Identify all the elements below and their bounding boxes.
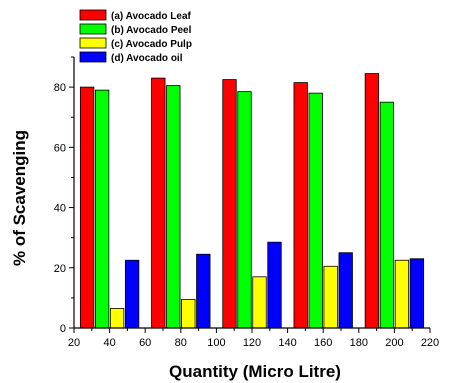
bar-b-avocado-peel-200	[379, 101, 395, 329]
legend-label-3: (d) Avocado oil	[111, 53, 183, 64]
x-tick-label-20: 20	[68, 337, 80, 349]
x-axis-title: Quantity (Micro Litre)	[169, 362, 341, 381]
legend-swatch-3	[79, 51, 107, 63]
x-tick-label-120: 120	[243, 337, 261, 349]
bar-d-avocado-oil-80	[196, 253, 211, 329]
legend-swatch-1	[79, 23, 107, 35]
y-tick-label-0: 0	[60, 323, 66, 335]
bar-c-avocado-pulp-120	[252, 276, 267, 329]
y-tick-label-40: 40	[54, 203, 66, 215]
y-tick-label-20: 20	[54, 263, 66, 275]
bar-a-avocado-leaf-40	[79, 86, 95, 329]
x-tick-label-160: 160	[314, 337, 332, 349]
x-tick-label-140: 140	[278, 337, 296, 349]
bar-c-avocado-pulp-40	[109, 308, 125, 329]
bars-layer	[79, 73, 425, 329]
x-tick-label-60: 60	[139, 337, 151, 349]
bar-c-avocado-pulp-80	[181, 298, 196, 329]
x-tick-label-40: 40	[103, 337, 115, 349]
bar-a-avocado-leaf-80	[151, 77, 166, 329]
bar-a-avocado-leaf-200	[364, 73, 380, 329]
x-tick-label-200: 200	[385, 337, 403, 349]
bar-d-avocado-oil-120	[267, 241, 282, 329]
x-tick-label-180: 180	[350, 337, 368, 349]
bar-b-avocado-peel-160	[308, 92, 323, 329]
y-tick-label-60: 60	[54, 142, 66, 154]
bar-b-avocado-peel-80	[166, 85, 181, 329]
bar-b-avocado-peel-120	[237, 91, 252, 329]
x-tick-label-80: 80	[175, 337, 187, 349]
y-axis-title: % of Scavenging	[10, 130, 29, 266]
legend-label-2: (c) Avocado Pulp	[111, 39, 192, 50]
legend: (a) Avocado Leaf (b) Avocado Peel (c) Avoc…	[79, 9, 192, 64]
bar-b-avocado-peel-40	[94, 89, 110, 329]
bar-c-avocado-pulp-200	[394, 259, 410, 329]
bar-d-avocado-oil-200	[409, 258, 425, 329]
y-tick-label-80: 80	[54, 82, 66, 94]
bar-d-avocado-oil-160	[338, 252, 353, 329]
legend-label-0: (a) Avocado Leaf	[111, 11, 191, 22]
legend-label-1: (b) Avocado Peel	[111, 25, 192, 36]
bar-c-avocado-pulp-160	[323, 265, 338, 329]
x-tick-label-220: 220	[421, 337, 439, 349]
bar-a-avocado-leaf-120	[222, 79, 237, 329]
x-tick-label-100: 100	[207, 337, 225, 349]
bar-d-avocado-oil-40	[124, 259, 140, 329]
legend-swatch-0	[79, 9, 107, 21]
legend-swatch-2	[79, 37, 107, 49]
bar-a-avocado-leaf-160	[293, 82, 308, 329]
